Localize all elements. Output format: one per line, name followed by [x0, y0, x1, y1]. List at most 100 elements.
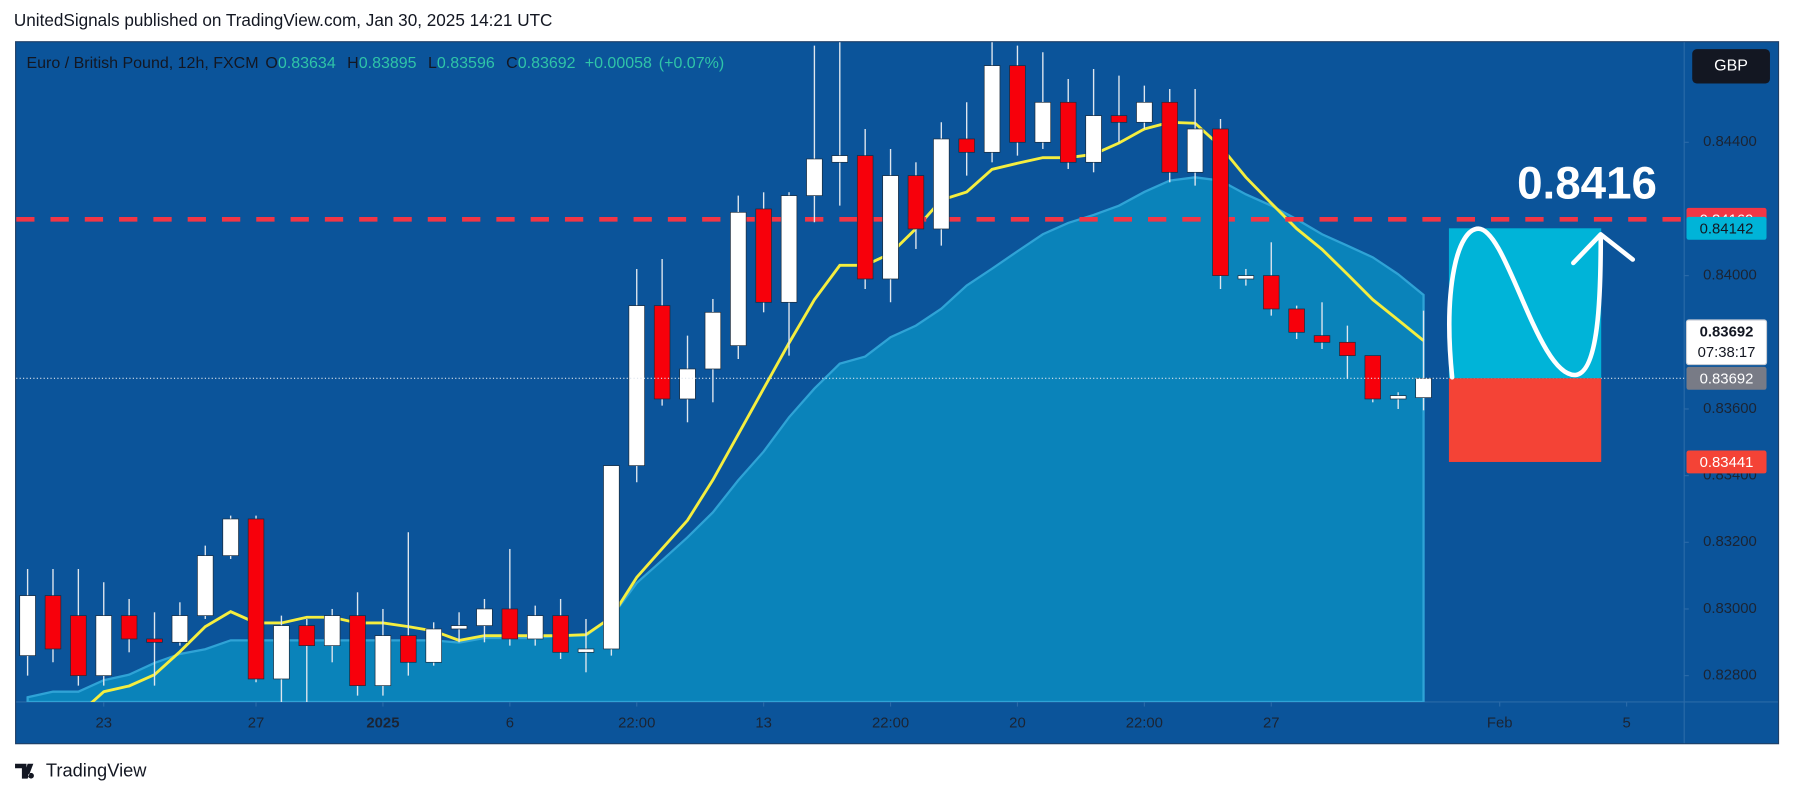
- candle-body: [704, 311, 722, 370]
- candle-body: [425, 628, 442, 663]
- candle-body: [19, 595, 36, 656]
- candle-body: [1085, 115, 1102, 163]
- candle-body: [1313, 335, 1331, 343]
- candle-body: [1339, 341, 1356, 356]
- candle-body: [730, 211, 747, 346]
- y-tick-label: 0.83200: [1703, 534, 1757, 550]
- target-tag: 0.84142: [1700, 221, 1754, 237]
- candle-body: [882, 175, 899, 280]
- x-tick-label: 13: [755, 716, 772, 732]
- candle-body: [679, 368, 696, 400]
- currency-label[interactable]: GBP: [1714, 58, 1748, 75]
- legend-value: 0.83692: [518, 55, 576, 72]
- target-tag-box: [1686, 216, 1767, 240]
- candle-body: [1161, 101, 1178, 173]
- plot-area: [16, 42, 1685, 702]
- candle-body: [1415, 377, 1432, 398]
- moving-average-area: [26, 176, 1425, 702]
- candle-body: [95, 615, 112, 676]
- stop-zone: [1448, 378, 1602, 462]
- candle-body: [933, 138, 950, 230]
- candle-body: [780, 195, 798, 303]
- legend-value: 0.83596: [437, 55, 495, 72]
- candle-body: [1034, 101, 1052, 143]
- candle-body: [222, 518, 239, 556]
- legend-key: C: [506, 55, 518, 72]
- candle-body: [374, 635, 392, 686]
- x-tick-label: 27: [248, 716, 265, 732]
- legend-key: H: [347, 55, 359, 72]
- candle-body: [323, 615, 341, 646]
- entry-tag: 0.83692: [1700, 371, 1754, 387]
- y-tick-label: 0.83600: [1703, 401, 1757, 417]
- candle-body: [1389, 395, 1407, 400]
- drawn-arrowhead: [1571, 232, 1636, 266]
- candle-body: [603, 465, 620, 650]
- x-tick-label: 2025: [366, 716, 399, 732]
- y-tick-label: 0.84400: [1703, 134, 1757, 150]
- candle-body: [1009, 65, 1026, 143]
- tradingview-logo: [15, 763, 34, 779]
- candle-body: [1288, 308, 1305, 333]
- candle-body: [171, 615, 189, 643]
- x-tick-label: 27: [1263, 716, 1280, 732]
- candle-body: [653, 305, 671, 400]
- legend-change: +0.00058: [585, 55, 652, 72]
- candle-body: [400, 635, 417, 663]
- candle-body: [501, 608, 519, 640]
- candle-body: [628, 305, 645, 466]
- candle-body: [1263, 275, 1280, 310]
- legend-key: L: [428, 55, 437, 72]
- x-tick-label: Feb: [1487, 716, 1513, 732]
- publish-header: UnitedSignals published on TradingView.c…: [14, 10, 553, 30]
- candle-body: [1060, 101, 1077, 163]
- y-tick-label: 0.83000: [1703, 601, 1757, 617]
- symbol-legend: Euro / British Pound, 12h, FXCM O0.83634 H…: [26, 55, 724, 72]
- candle-body: [806, 158, 823, 196]
- candle-body: [1364, 355, 1381, 400]
- candle-body: [1110, 115, 1128, 123]
- candle-body: [146, 638, 163, 643]
- y-tick-label: 0.84000: [1703, 268, 1757, 284]
- candle-body: [527, 615, 544, 640]
- candle-body: [1237, 275, 1255, 280]
- drawn-wave: [1447, 226, 1604, 380]
- stop-tag: 0.83441: [1700, 455, 1754, 471]
- candle-body: [856, 155, 874, 280]
- last-price-tag: 0.83692: [1700, 324, 1754, 340]
- legend-value: 0.83634: [278, 55, 336, 72]
- stop-tag-box: [1686, 450, 1767, 474]
- candle-body: [247, 518, 265, 680]
- legend-value: 0.83895: [359, 55, 417, 72]
- x-tick-label: 23: [95, 716, 112, 732]
- candle-body: [273, 625, 290, 680]
- x-tick-label: 22:00: [872, 716, 909, 732]
- candle-body: [577, 648, 595, 653]
- x-tick-label: 5: [1622, 716, 1630, 732]
- overlay-layer: 0.84160.828000.830000.832000.834000.8360…: [26, 55, 1768, 732]
- bar-countdown: 07:38:17: [1698, 345, 1756, 361]
- candle-body: [755, 208, 772, 303]
- candle-body: [1186, 128, 1204, 173]
- x-tick-label: 22:00: [1126, 716, 1163, 732]
- candle-body: [120, 615, 138, 640]
- candle-body: [44, 595, 62, 650]
- x-tick-label: 22:00: [618, 716, 655, 732]
- annotation: 0.8416: [1517, 157, 1657, 208]
- candle-body: [349, 615, 366, 686]
- y-tick-label: 0.82800: [1703, 668, 1757, 684]
- candle-body: [907, 175, 925, 230]
- x-tick-label: 20: [1009, 716, 1026, 732]
- candle-body: [958, 138, 975, 153]
- candle-body: [70, 615, 87, 676]
- currency-button[interactable]: [1692, 49, 1770, 84]
- candle-body: [197, 555, 214, 616]
- symbol-name: Euro / British Pound, 12h, FXCM: [26, 55, 258, 72]
- candle-body: [831, 155, 849, 163]
- legend-change-pct: (+0.07%): [659, 55, 724, 72]
- last-price-tag-box: [1685, 319, 1768, 366]
- candle-body: [298, 625, 316, 646]
- candle-body: [1212, 128, 1229, 276]
